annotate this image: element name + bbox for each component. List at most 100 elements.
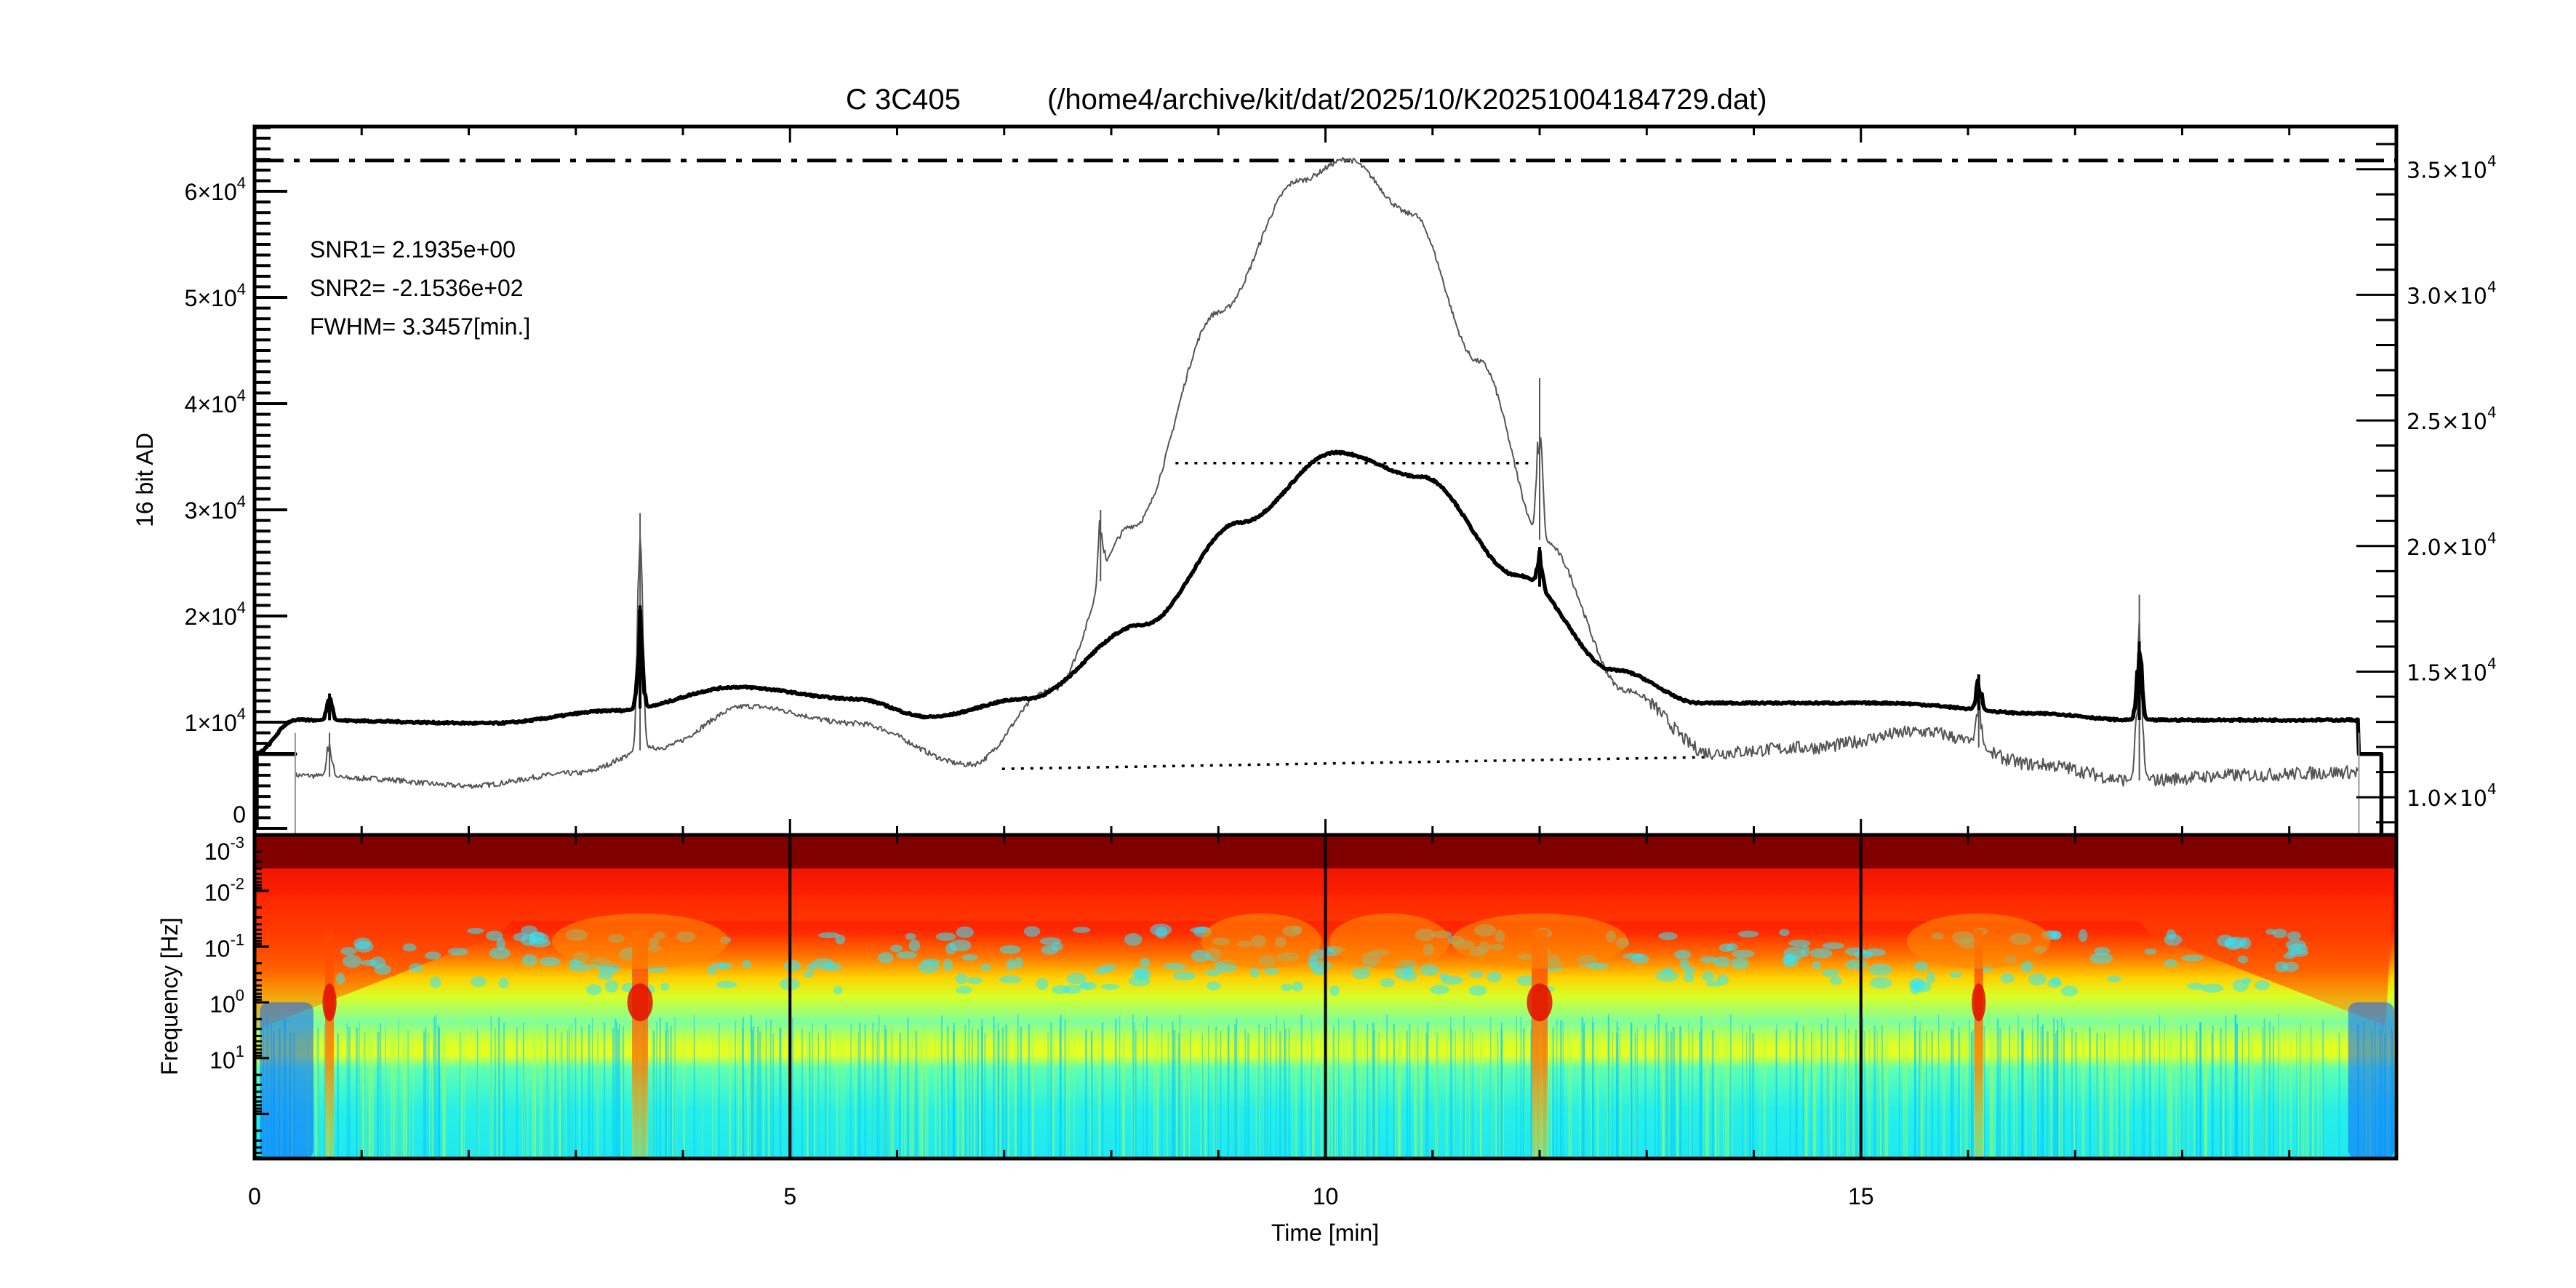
tick-base: 2.0×10 (2407, 535, 2487, 561)
tick-exponent: 4 (2487, 529, 2497, 547)
heatmap-speckle (604, 980, 619, 993)
heatmap-speckle (1913, 961, 1929, 972)
heatmap-speckle (660, 983, 670, 991)
heatmap-event-halo (1201, 913, 1321, 969)
heatmap-speckle (999, 975, 1022, 984)
heatmap-speckle (1812, 961, 1821, 969)
heatmap-speckle (1140, 957, 1151, 967)
heatmap-speckle (2020, 960, 2033, 973)
series-black-line (255, 449, 2384, 835)
heatmap-speckle (935, 932, 956, 941)
heatmap-speckle (2164, 959, 2178, 967)
heatmap-speckle (409, 963, 424, 972)
heatmap-speckle (2237, 956, 2249, 964)
heatmap-speckle (1281, 983, 1293, 991)
heatmap-speckle (489, 947, 511, 959)
heatmap-speckle (353, 937, 372, 950)
tick-exponent: 4 (2487, 278, 2497, 295)
heatmap-speckle (2050, 977, 2061, 985)
tick-base: 3×10 (185, 497, 237, 524)
heatmap-speckle (742, 959, 752, 969)
upper-plot-frame (252, 124, 2399, 837)
heatmap-edge-low-power (260, 1002, 313, 1159)
heatmap-speckle (1036, 977, 1049, 991)
y-tick-label-right: 3.0×104 (2407, 278, 2497, 309)
heatmap-speckle (1468, 985, 1487, 996)
x-tick-label: 0 (248, 1183, 261, 1209)
tick-base: 1×10 (185, 710, 237, 736)
chart-title-source: C 3C405 (846, 84, 961, 116)
heatmap-speckle (1663, 967, 1673, 975)
light-curve-panel: 01×1042×1043×1044×1045×1046×1041.0×1041.… (132, 124, 2497, 837)
heatmap-speckle (1674, 949, 1691, 960)
y-tick-label-frequency: 10-3 (204, 833, 244, 865)
heatmap-event-halo (1906, 913, 2051, 969)
heatmap-speckle (1420, 964, 1439, 976)
y-tick-label-left: 6×104 (185, 174, 246, 205)
heatmap-speckle (956, 926, 974, 938)
heatmap-speckle (486, 930, 503, 941)
heatmap-speckle (1949, 971, 1962, 978)
y-axis-label-frequency: Frequency [Hz] (156, 918, 183, 1076)
heatmap-speckle (360, 959, 379, 967)
tick-base: 1.5×10 (2407, 660, 2487, 686)
tick-exponent: -1 (230, 930, 244, 948)
heatmap-speckle (2282, 961, 2299, 972)
heatmap-speckle (1732, 949, 1755, 959)
heatmap-speckle (1910, 980, 1923, 988)
heatmap-speckle (1052, 985, 1070, 994)
heatmap-speckle (467, 927, 484, 935)
y-tick-label-right: 1.0×104 (2407, 780, 2497, 812)
heatmap-speckle (340, 947, 357, 956)
annotations: SNR1= 2.1935e+00 SNR2= -2.1536e+02 FWHM=… (310, 236, 530, 340)
heatmap-speckle (2283, 953, 2296, 959)
heatmap-speckle (498, 977, 509, 989)
heatmap-speckle (539, 956, 561, 967)
heatmap-speckle (1292, 981, 1303, 992)
heatmap-speckle (1683, 974, 1695, 983)
heatmap-speckle (718, 963, 728, 970)
tick-exponent: 4 (237, 386, 246, 404)
heatmap-speckle (1403, 969, 1417, 982)
heatmap-event-core (1527, 983, 1553, 1022)
heatmap-speckle (1430, 985, 1449, 995)
tick-exponent: -2 (230, 875, 244, 893)
y-tick-label-right: 3.5×104 (2407, 153, 2497, 184)
tick-base: 1.0×10 (2407, 786, 2487, 812)
heatmap-speckle (955, 986, 973, 994)
tick-base: 6×10 (185, 179, 237, 205)
y-tick-label-left: 5×104 (185, 280, 246, 311)
heatmap-speckle (1134, 967, 1152, 981)
reference-line-dotted (1001, 756, 1709, 770)
heatmap-speckle (1329, 985, 1340, 996)
heatmap-speckle (999, 945, 1021, 954)
heatmap-speckle (2287, 943, 2308, 955)
heatmap-speckle (2272, 928, 2287, 939)
annotation-snr1: SNR1= 2.1935e+00 (310, 236, 516, 263)
y-tick-label-right: 1.5×104 (2407, 655, 2497, 686)
tick-base: 2.5×10 (2407, 409, 2487, 435)
heatmap-event-core (1972, 983, 1986, 1022)
x-tick-label: 10 (1313, 1183, 1339, 1209)
y-tick-label-frequency: 100 (209, 986, 244, 1017)
heatmap-speckle (528, 932, 549, 944)
heatmap-speckle (2201, 983, 2224, 993)
heatmap-speckle (2106, 975, 2122, 983)
heatmap-event-core (627, 983, 653, 1022)
y-tick-label-frequency: 101 (209, 1042, 244, 1073)
heatmap-speckle (1658, 932, 1678, 940)
heatmap-speckle (2078, 929, 2088, 943)
heatmap-speckle (812, 958, 835, 970)
heatmap-speckle (1655, 969, 1679, 982)
heatmap-speckle (1713, 956, 1731, 968)
tick-base: 10 (204, 839, 231, 865)
heatmap-speckle (1822, 942, 1845, 950)
x-tick-label: 5 (783, 1183, 796, 1209)
heatmap-speckle (1925, 971, 1935, 984)
y-tick-label-frequency: 10-1 (204, 930, 244, 961)
heatmap-speckle (1014, 957, 1023, 969)
heatmap-speckle (1844, 959, 1868, 970)
heatmap-speckle (1079, 983, 1089, 989)
heatmap-speckle (1163, 962, 1186, 970)
tick-base: 10 (204, 880, 231, 906)
